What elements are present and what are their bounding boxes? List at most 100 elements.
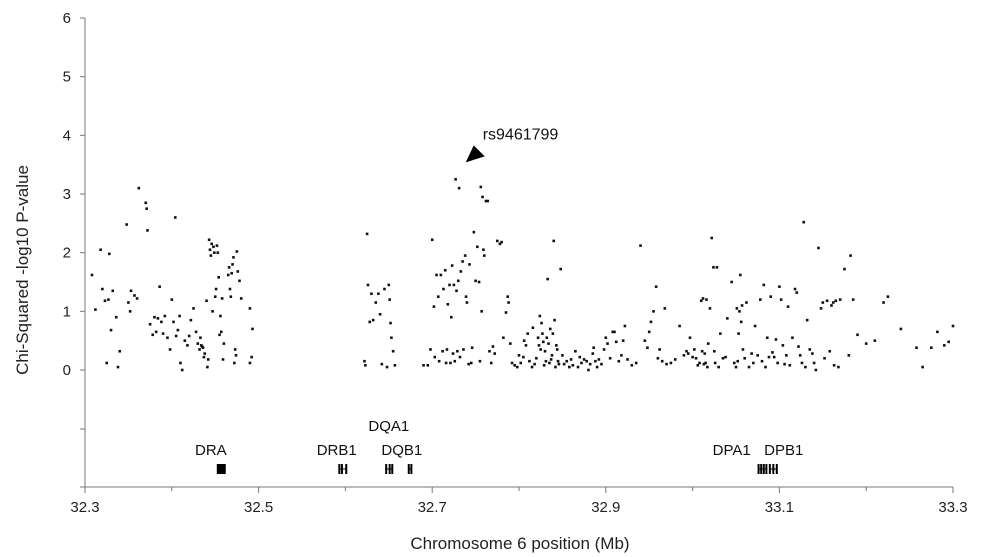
snp-point — [639, 244, 642, 247]
snp-point — [442, 287, 445, 291]
snp-point — [617, 359, 621, 363]
snp-point — [214, 287, 218, 291]
snp-point — [482, 248, 485, 252]
x-tick-label: 32.9 — [591, 499, 620, 516]
snp-point — [551, 332, 555, 335]
snp-point — [646, 346, 649, 350]
snp-point — [238, 279, 241, 283]
snp-point — [719, 332, 722, 335]
snp-point — [199, 336, 202, 340]
snp-point — [515, 365, 519, 369]
snp-point — [781, 344, 785, 347]
snp-point — [239, 297, 243, 300]
snp-point — [227, 266, 231, 269]
snp-point — [550, 354, 554, 357]
snp-point — [476, 245, 479, 249]
snp-point — [696, 364, 700, 367]
snp-point — [623, 324, 627, 328]
snp-point — [203, 352, 207, 355]
snp-point — [194, 330, 198, 334]
snp-point — [161, 332, 165, 335]
snp-point — [461, 260, 464, 263]
snp-point — [522, 355, 525, 359]
snp-point — [145, 207, 148, 210]
snp-point — [873, 339, 877, 342]
snp-point — [561, 354, 564, 357]
snp-point — [178, 314, 181, 318]
snp-point — [828, 349, 832, 353]
snp-point — [489, 361, 493, 365]
snp-point — [500, 240, 503, 244]
gene-label-dra: DRA — [195, 442, 227, 459]
snp-point — [478, 359, 482, 363]
snp-point — [202, 355, 206, 359]
snp-point — [817, 246, 820, 250]
snp-point — [219, 314, 222, 318]
snp-point — [114, 315, 118, 319]
snp-point — [812, 361, 816, 365]
snp-point — [597, 358, 601, 361]
snp-point — [791, 336, 794, 340]
snp-point — [94, 308, 97, 311]
snp-point — [654, 285, 658, 288]
snp-point — [767, 355, 771, 359]
snp-point — [821, 301, 825, 304]
snp-point — [703, 352, 707, 355]
snp-point — [99, 248, 102, 252]
snp-point — [128, 310, 132, 313]
snp-point — [127, 301, 130, 304]
snp-point — [189, 318, 193, 322]
snp-point — [385, 365, 389, 369]
snp-point — [216, 251, 220, 254]
snp-point — [474, 279, 477, 283]
snp-point — [481, 195, 484, 199]
snp-point — [708, 307, 712, 310]
exon-mark — [762, 464, 765, 474]
snp-point — [556, 359, 560, 363]
snp-point — [365, 232, 369, 236]
snp-point — [232, 361, 236, 365]
snp-point — [737, 332, 740, 335]
snp-point — [578, 355, 582, 359]
snp-point — [772, 355, 776, 359]
snp-point — [480, 310, 483, 313]
snp-point — [510, 361, 514, 365]
snp-point — [166, 336, 169, 340]
snp-point — [370, 292, 373, 296]
exon-mark — [338, 464, 341, 474]
snp-point — [183, 339, 187, 342]
snp-point — [819, 307, 823, 310]
annotation-label: rs9461799 — [483, 126, 559, 143]
snp-point — [604, 336, 608, 340]
snp-point — [730, 280, 733, 284]
snp-point — [747, 365, 751, 369]
snp-point — [374, 301, 378, 304]
snp-point — [588, 362, 592, 366]
snp-point — [213, 295, 217, 298]
snp-point — [437, 359, 441, 363]
snp-point — [210, 242, 214, 246]
snp-point — [634, 361, 638, 365]
snp-point — [587, 368, 590, 372]
snp-point — [172, 320, 175, 324]
snp-point — [571, 364, 575, 367]
snp-point — [213, 251, 216, 254]
snp-point — [936, 330, 939, 334]
snp-point — [669, 361, 673, 365]
snp-point — [788, 364, 792, 367]
snp-point — [594, 359, 597, 363]
snp-point — [387, 283, 391, 287]
snp-point — [458, 355, 462, 359]
snp-point — [647, 330, 651, 334]
snp-point — [734, 365, 738, 369]
snp-point — [548, 361, 551, 365]
snp-point — [137, 186, 141, 190]
snp-point — [444, 361, 448, 365]
y-tick-label: 0 — [63, 362, 71, 379]
snp-point — [565, 359, 569, 363]
data-points — [90, 178, 955, 372]
snp-point — [540, 321, 543, 325]
snp-point — [585, 359, 589, 363]
snp-point — [493, 352, 496, 355]
